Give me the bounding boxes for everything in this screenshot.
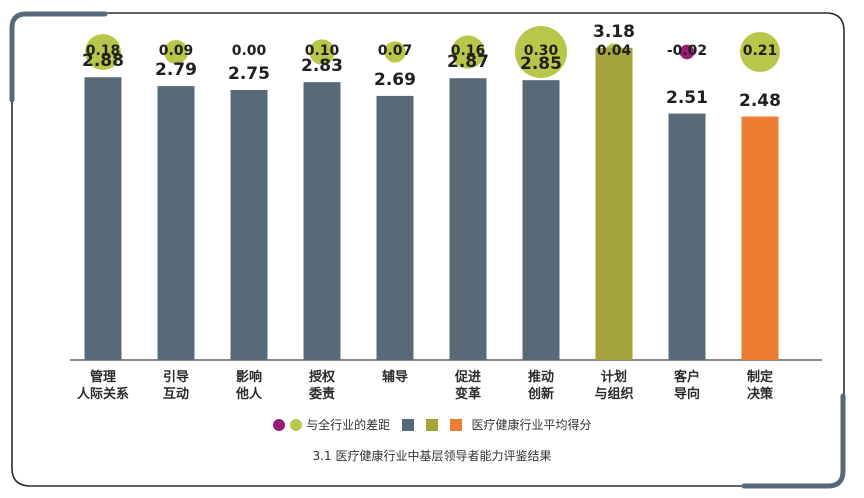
bars [84,47,779,361]
value-label: 2.51 [666,87,708,108]
difference-label: 0.00 [231,43,267,59]
category-label: 推动 创新 [527,370,554,402]
frame-accent-bottom-right [741,393,846,489]
difference-label: 0.18 [85,43,121,59]
category-label: 管理 人际关系 [76,370,129,402]
frame-accent-top-left [9,11,108,103]
bar [303,82,341,361]
difference-circle [679,44,695,60]
difference-label: 0.16 [450,43,486,59]
category-label: 促进 变革 [454,370,481,402]
chart-caption: 3.1 医疗健康行业中基层领导者能力评鉴结果 [312,449,552,463]
category-label: 客户 导向 [673,370,700,402]
legend-swatch-default [402,418,414,431]
difference-label: 0.21 [742,43,778,59]
bar [449,78,487,360]
value-label: 2.88 [82,51,124,72]
difference-circle [164,40,188,64]
difference-circle [451,35,485,69]
difference-circle [85,34,121,70]
bar [376,95,414,361]
legend-swatch-green [425,418,438,431]
difference-label: 0.10 [304,43,340,59]
difference-label: 0.04 [596,43,632,59]
bar [668,113,706,361]
difference-circle [515,26,567,78]
difference-label: 0.07 [377,43,413,59]
legend: 与全行业的差距 医疗健康行业平均得分 [0,416,864,433]
bar [230,90,268,360]
difference-circle [384,41,406,63]
legend-dot-positive [290,418,303,431]
category-label: 辅导 [381,370,408,385]
difference-label: 0.09 [158,43,194,59]
bar [84,77,122,361]
difference-circles [85,26,780,78]
value-label: 2.75 [228,64,270,84]
value-label: 2.85 [520,54,562,75]
value-label: 2.87 [447,52,489,73]
legend-average-label: 医疗健康行业平均得分 [471,418,592,432]
difference-label: 0.30 [523,43,559,59]
bar [741,116,779,360]
category-label: 引导 互动 [162,370,189,402]
legend-dot-negative [272,418,285,431]
difference-label: -0.02 [666,43,708,59]
value-label: 2.69 [374,69,416,90]
bar [522,80,560,360]
legend-swatch-orange [449,418,462,431]
bar [157,86,195,360]
difference-circle [740,32,780,72]
value-label: 2.48 [739,90,781,111]
difference-circle [309,39,335,65]
value-label: 2.79 [155,60,197,81]
category-label: 计划 与组织 [594,370,634,402]
category-label: 制定 决策 [746,370,773,402]
bar [595,47,633,360]
category-label: 授权 委责 [308,370,335,402]
category-label: 影响 他人 [235,370,262,402]
value-label: 3.18 [593,21,635,42]
value-label: 2.83 [301,56,343,77]
legend-difference-label: 与全行业的差距 [306,418,391,432]
